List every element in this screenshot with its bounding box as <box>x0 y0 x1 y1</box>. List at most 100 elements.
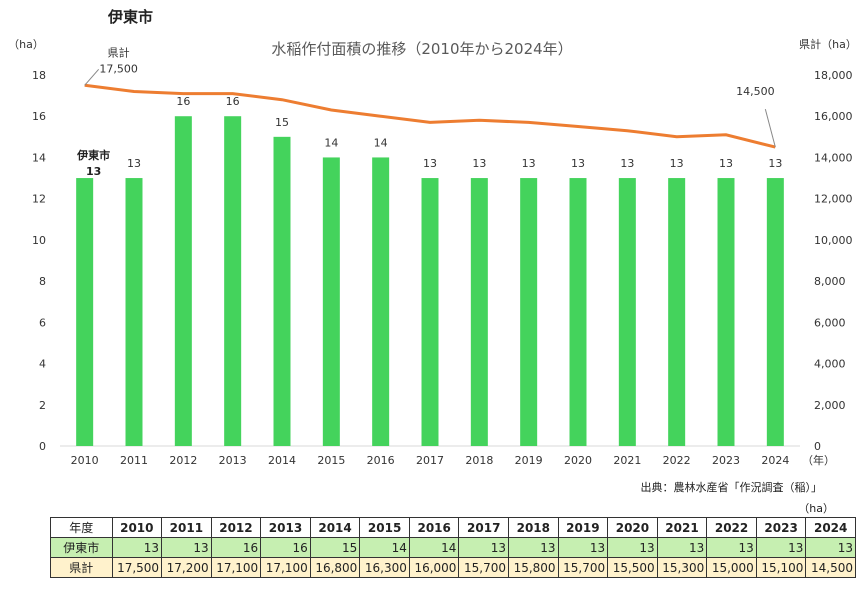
table-year-cell: 2015 <box>359 517 410 538</box>
city-bar-label: 15 <box>275 116 289 129</box>
table-row-label: 伊東市 <box>50 537 113 558</box>
table-value-cell: 15,800 <box>508 557 559 578</box>
table-value-cell: 16 <box>210 537 262 558</box>
city-bar <box>618 178 636 447</box>
x-tick-label: 2011 <box>120 454 148 467</box>
city-bar-label: 16 <box>226 95 240 108</box>
city-bar <box>125 178 143 447</box>
city-bar <box>76 178 94 447</box>
table-value-cell: 17,100 <box>260 557 311 578</box>
city-bar <box>322 157 340 446</box>
pref-total-line <box>84 83 776 149</box>
x-tick-label: 2010 <box>71 454 99 467</box>
city-bar <box>372 157 390 446</box>
table-value-cell: 15,300 <box>656 557 708 578</box>
y-left-tick-label: 2 <box>39 399 46 412</box>
table-value-cell: 14 <box>408 537 460 558</box>
x-tick-label: 2017 <box>416 454 444 467</box>
table-value-cell: 14 <box>359 537 410 558</box>
x-tick-label: 2014 <box>268 454 296 467</box>
y-right-tick-label: 8,000 <box>814 275 846 288</box>
city-bar <box>717 178 735 447</box>
table-year-cell: 2011 <box>161 517 212 538</box>
city-bar-labels: 13 16 16 15 14 14 13 13 13 13 13 13 13 13 <box>127 95 782 170</box>
table-value-cell: 16,300 <box>359 557 410 578</box>
city-bar-label: 13 <box>719 157 733 170</box>
x-tick-label: 2018 <box>465 454 493 467</box>
table-value-cell: 16,800 <box>309 557 361 578</box>
table-value-cell: 17,100 <box>210 557 262 578</box>
table-year-cell: 2019 <box>557 517 609 538</box>
table-year-cell: 2016 <box>408 517 460 538</box>
table-year-cell: 2012 <box>210 517 262 538</box>
city-bar <box>421 178 439 447</box>
table-row-pref: 県計 17,500 17,200 17,100 17,100 16,800 16,300 1… <box>50 557 856 578</box>
table-value-cell: 13 <box>706 537 757 558</box>
table-year-cell: 2017 <box>458 517 510 538</box>
city-bar-label: 13 <box>670 157 684 170</box>
table-value-cell: 15,700 <box>557 557 609 578</box>
table-row-city: 伊東市 13 13 16 16 15 14 14 13 13 13 13 13 13 13 13 <box>50 537 856 558</box>
y-right-tick-label: 16,000 <box>814 110 853 123</box>
x-tick-label: 2015 <box>317 454 345 467</box>
table-value-cell: 13 <box>161 537 212 558</box>
table-value-cell: 14,500 <box>805 557 856 578</box>
x-tick-label: 2013 <box>219 454 247 467</box>
table-value-cell: 13 <box>458 537 510 558</box>
city-bar <box>174 116 192 446</box>
x-unit: （年） <box>802 453 835 467</box>
page-title: 伊東市 <box>108 8 154 26</box>
chart-title: 水稲作付面積の推移（2010年から2024年） <box>271 40 572 58</box>
city-bar-label: 13 <box>472 157 486 170</box>
table-year-cell: 2014 <box>309 517 361 538</box>
table-value-cell: 13 <box>755 537 807 558</box>
pref-last-value-label: 14,500 <box>736 85 775 98</box>
source-note: 出典：農林水産省「作況調査（稲）」 <box>640 481 823 494</box>
y-left-tick-label: 18 <box>32 69 46 82</box>
data-table: 年度 2010 2011 2012 2013 2014 2015 2016 2017 2018 2… <box>50 517 856 578</box>
x-tick-label: 2024 <box>761 454 789 467</box>
table-value-cell: 15,700 <box>458 557 510 578</box>
pref-first-value-label: 17,500 <box>99 62 138 75</box>
table-value-cell: 17,500 <box>111 557 163 578</box>
y-right-tick-labels: 0 2,000 4,000 6,000 8,000 10,000 12,000 14,000 1… <box>814 69 853 453</box>
table-value-cell: 13 <box>557 537 609 558</box>
y-left-tick-label: 8 <box>39 275 46 288</box>
y-left-tick-label: 16 <box>32 110 46 123</box>
table-unit: （ha） <box>798 502 834 515</box>
y-right-tick-label: 14,000 <box>814 151 853 164</box>
y-left-tick-labels: 0 2 4 6 8 10 12 14 16 18 <box>32 69 46 453</box>
y-right-tick-label: 2,000 <box>814 399 846 412</box>
x-tick-label: 2020 <box>564 454 592 467</box>
city-bar-label: 13 <box>620 157 634 170</box>
city-bar-label: 13 <box>522 157 536 170</box>
x-tick-label: 2021 <box>613 454 641 467</box>
table-header-label: 年度 <box>50 517 113 538</box>
city-bar-label: 14 <box>374 136 388 149</box>
table-row-label: 県計 <box>50 557 113 578</box>
city-bar-label: 13 <box>768 157 782 170</box>
y-left-tick-label: 14 <box>32 151 46 164</box>
y-right-tick-label: 18,000 <box>814 69 853 82</box>
table-value-cell: 16,000 <box>408 557 460 578</box>
table-value-cell: 15,000 <box>706 557 757 578</box>
city-bar <box>273 136 291 447</box>
pref-first-leader-line <box>84 68 100 86</box>
y-right-tick-label: 6,000 <box>814 316 846 329</box>
city-bars <box>76 116 784 447</box>
x-tick-label: 2022 <box>663 454 691 467</box>
table-value-cell: 13 <box>805 537 856 558</box>
table-year-cell: 2022 <box>706 517 757 538</box>
table-year-cell: 2018 <box>508 517 559 538</box>
table-value-cell: 13 <box>656 537 708 558</box>
y-left-tick-label: 0 <box>39 440 46 453</box>
table-header-row: 年度 2010 2011 2012 2013 2014 2015 2016 2017 2018 2… <box>50 517 856 538</box>
table-value-cell: 16 <box>260 537 311 558</box>
table-value-cell: 13 <box>607 537 658 558</box>
city-first-value-label: 13 <box>86 165 101 178</box>
table-value-cell: 15,100 <box>755 557 807 578</box>
table-year-cell: 2021 <box>656 517 708 538</box>
table-value-cell: 15,500 <box>607 557 658 578</box>
y-left-tick-label: 12 <box>32 193 46 206</box>
x-tick-label: 2023 <box>712 454 740 467</box>
